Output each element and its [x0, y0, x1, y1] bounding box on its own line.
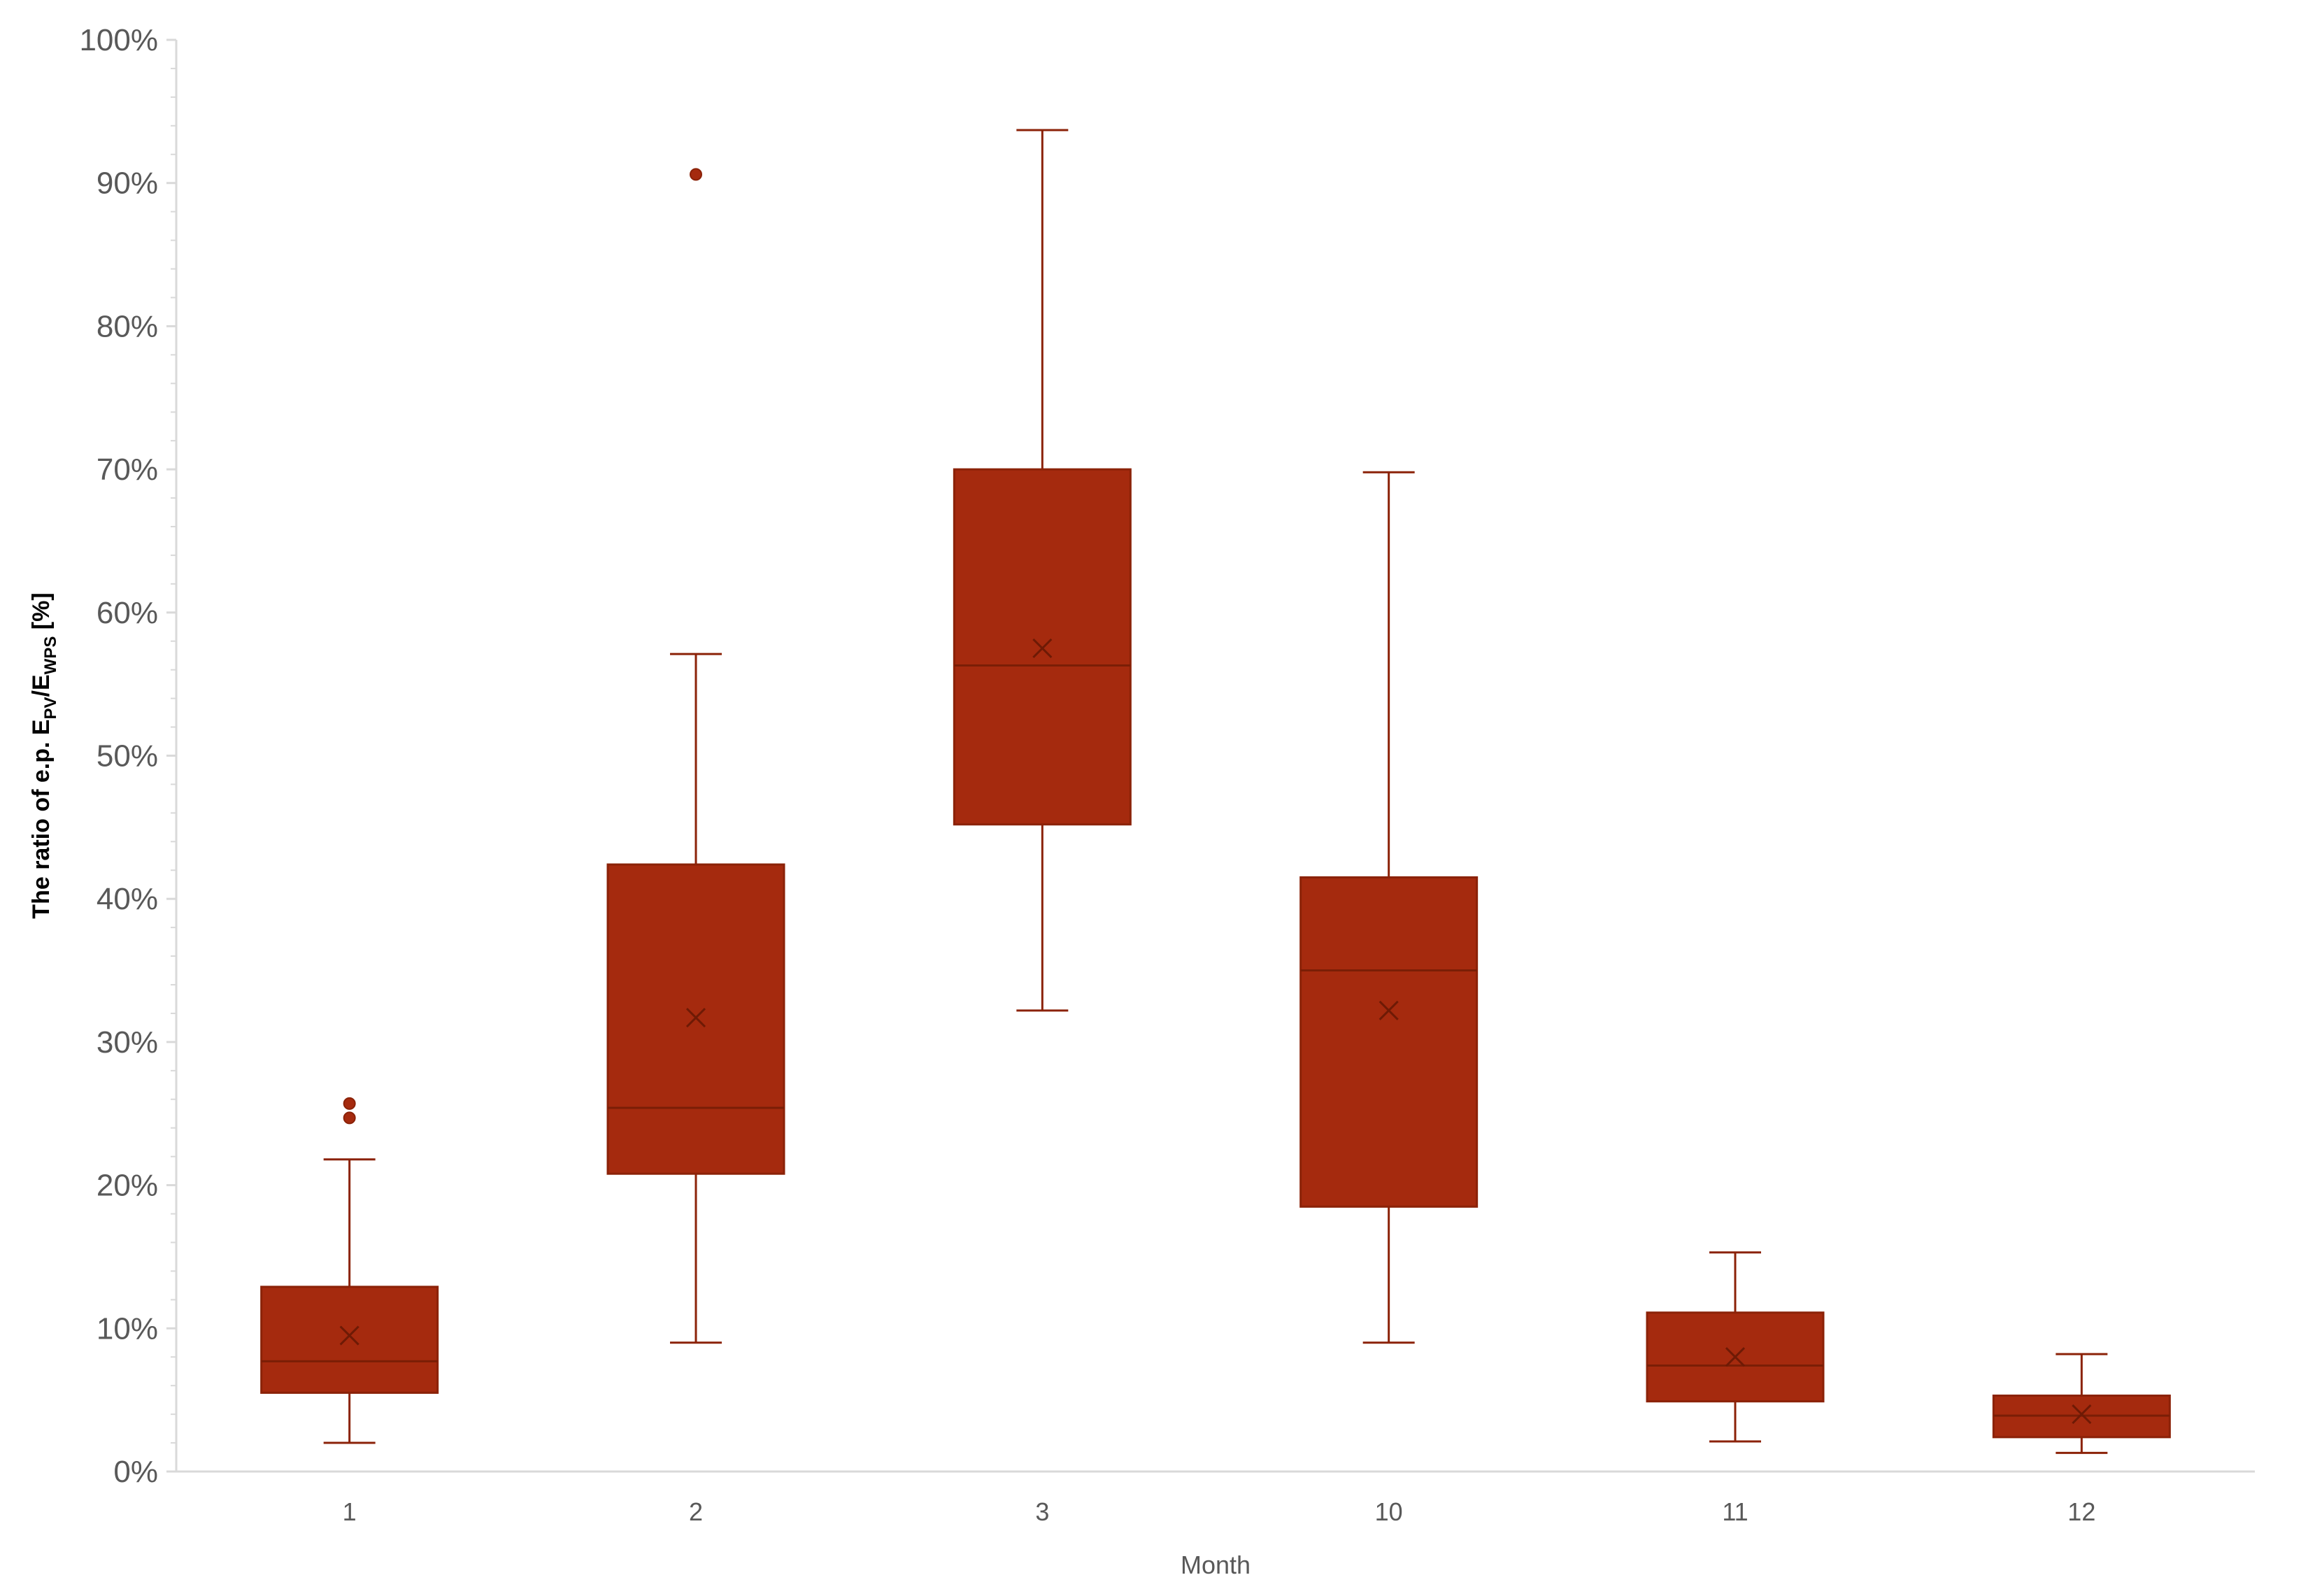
x-axis-title: Month	[1181, 1551, 1251, 1579]
iqr-box	[260, 1285, 439, 1394]
y-tick-label: 90%	[97, 166, 158, 201]
iqr-box	[1299, 876, 1479, 1208]
x-tick-label: 2	[689, 1497, 703, 1526]
box-month-10	[1299, 471, 1479, 1344]
x-axis-ticks: 1 2 3 10 11 12	[343, 1497, 2096, 1526]
box-month-1	[260, 1097, 439, 1444]
y-tick-label: 0%	[113, 1455, 158, 1489]
y-axis-title-sub2: WPS	[41, 636, 60, 675]
y-tick-label: 30%	[97, 1025, 158, 1060]
y-tick-label: 80%	[97, 309, 158, 343]
x-tick-label: 11	[1722, 1497, 1748, 1526]
y-axis-title-prefix: The ratio of e.p. E	[28, 719, 55, 918]
mean-marker	[1379, 1000, 1399, 1020]
y-tick-label: 40%	[97, 882, 158, 916]
x-tick-label: 1	[343, 1497, 357, 1526]
box-month-11	[1646, 1251, 1825, 1443]
outlier-point	[343, 1111, 356, 1125]
mean-marker	[685, 1008, 706, 1028]
box-month-12	[1992, 1353, 2171, 1454]
y-tick-label: 10%	[97, 1311, 158, 1346]
x-tick-label: 10	[1375, 1497, 1403, 1526]
y-axis-title-suffix: [%]	[28, 592, 55, 636]
mean-marker	[1032, 638, 1053, 659]
x-tick-label: 3	[1035, 1497, 1049, 1526]
y-tick-label: 100%	[79, 23, 158, 57]
box-month-3	[953, 129, 1132, 1012]
y-axis-title-sub1: PV	[41, 697, 60, 719]
y-tick-label: 20%	[97, 1169, 158, 1203]
y-tick-label: 60%	[97, 596, 158, 630]
mean-marker	[1725, 1347, 1746, 1367]
box-month-2	[606, 168, 785, 1344]
mean-marker	[339, 1325, 359, 1346]
x-tick-label: 12	[2067, 1497, 2095, 1526]
axes: 0%10%20%30%40%50%60%70%80%90%100% 1 2 3 10 1…	[79, 23, 2255, 1526]
outlier-point	[690, 168, 702, 181]
mean-marker	[2072, 1404, 2092, 1425]
y-axis-ticks: 0% 10% 20% 30% 40% 50% 60% 70% 80% 90% 100%	[79, 23, 176, 1489]
y-axis-title-mid: /E	[28, 674, 55, 697]
boxes	[260, 129, 2171, 1454]
y-tick-label: 50%	[97, 739, 158, 774]
y-axis-title: The ratio of e.p. EPV/EWPS [%]	[28, 592, 60, 918]
outlier-point	[343, 1097, 356, 1110]
y-tick-label: 70%	[97, 453, 158, 487]
